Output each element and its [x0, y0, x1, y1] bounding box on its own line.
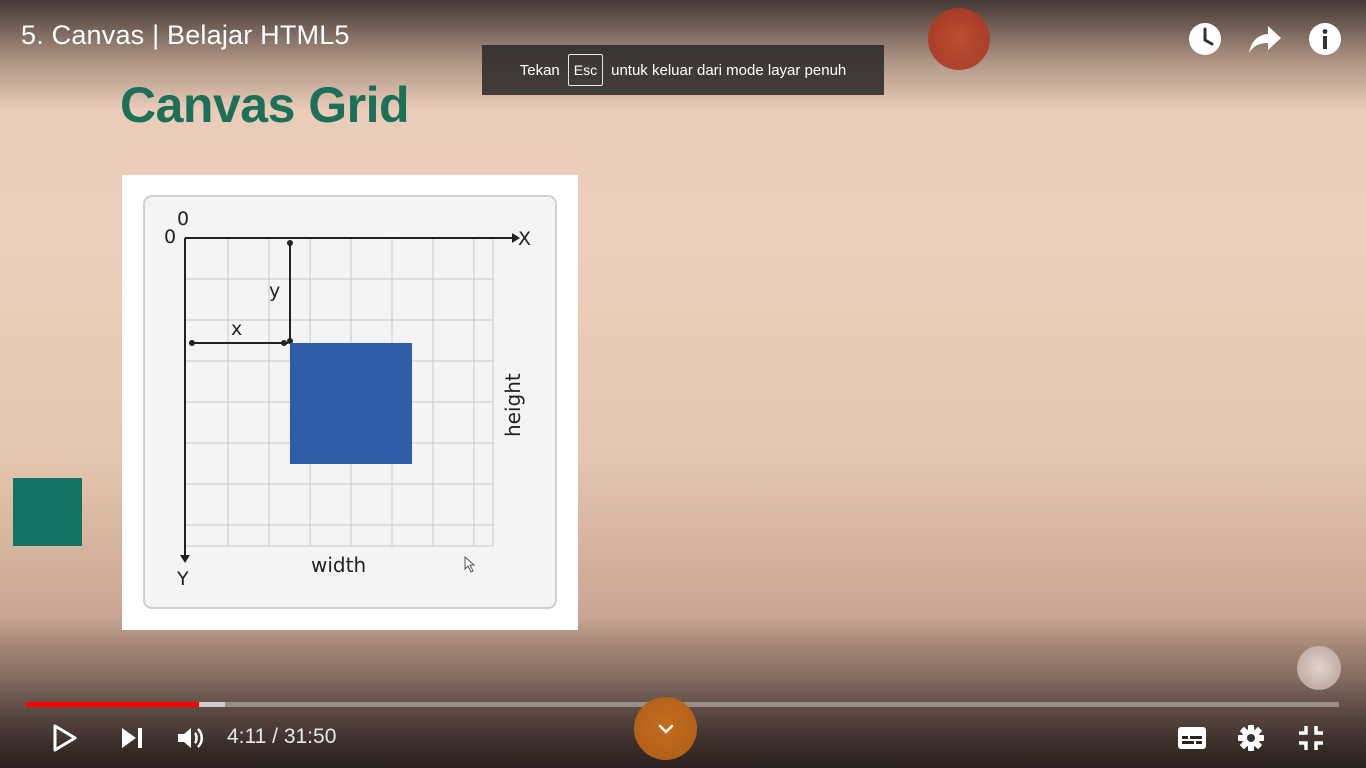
- subtitles-icon: [1178, 727, 1206, 749]
- exit-fullscreen-button[interactable]: [1296, 712, 1326, 764]
- overlay-dot: [928, 8, 990, 70]
- next-icon: [122, 728, 142, 748]
- fullscreen-exit-toast: Tekan Esc untuk keluar dari mode layar p…: [482, 45, 884, 95]
- channel-watermark[interactable]: [1297, 646, 1341, 690]
- mouse-cursor-icon: [464, 555, 476, 573]
- y-axis-arrow: [180, 555, 190, 563]
- subtitles-button[interactable]: [1176, 712, 1208, 764]
- settings-button[interactable]: [1236, 712, 1266, 764]
- player-controls: 4:11 / 31:50: [0, 712, 1366, 764]
- next-button[interactable]: [117, 712, 147, 764]
- info-button[interactable]: [1308, 22, 1342, 56]
- width-label: width: [311, 553, 366, 577]
- play-icon: [53, 724, 77, 752]
- x-axis-arrow: [512, 233, 520, 243]
- x-axis-label: X: [518, 228, 531, 250]
- volume-button[interactable]: [174, 712, 206, 764]
- progress-played: [26, 702, 199, 707]
- chevron-down-icon: [658, 724, 673, 734]
- settings-icon: [1238, 725, 1264, 751]
- teal-square: [13, 478, 82, 546]
- expand-button[interactable]: [634, 697, 697, 760]
- blue-rectangle: [290, 343, 412, 464]
- canvas-grid-figure: 0 0 X Y y x width height: [122, 175, 578, 630]
- origin-top-label: 0: [177, 208, 189, 230]
- toast-text-after: untuk keluar dari mode layar penuh: [611, 61, 847, 79]
- esc-key-badge: Esc: [567, 54, 604, 86]
- height-label: height: [501, 373, 525, 437]
- share-icon: [1249, 26, 1281, 53]
- clock-icon: [1189, 23, 1221, 55]
- y-axis-label: Y: [176, 568, 189, 590]
- exit-fullscreen-icon: [1299, 726, 1323, 750]
- info-icon: [1309, 23, 1341, 55]
- toast-text-before: Tekan: [519, 61, 560, 79]
- origin-left-label: 0: [164, 226, 176, 248]
- time-display: 4:11 / 31:50: [227, 725, 337, 748]
- x-measure-label: x: [231, 318, 242, 340]
- watch-later-button[interactable]: [1188, 22, 1222, 56]
- volume-icon: [178, 728, 203, 748]
- video-title[interactable]: 5. Canvas | Belajar HTML5: [21, 20, 350, 50]
- canvas-grid-diagram: 0 0 X Y y x width height: [143, 195, 557, 609]
- play-button[interactable]: [48, 712, 82, 764]
- share-button[interactable]: [1248, 22, 1282, 56]
- slide-heading: Canvas Grid: [120, 77, 410, 133]
- top-controls: [1188, 22, 1342, 56]
- y-measure-label: y: [269, 280, 280, 302]
